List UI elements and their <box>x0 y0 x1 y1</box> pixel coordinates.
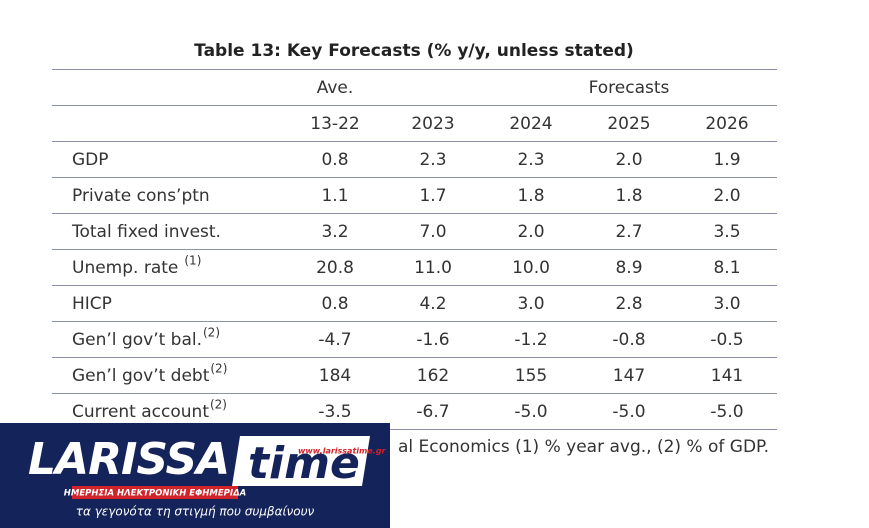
cell: 0.8 <box>321 294 348 314</box>
row-note: (2) <box>210 398 227 412</box>
logo-slogan: τα γεγονότα τη στιγμή που συμβαίνουν <box>76 505 315 519</box>
cell: 2.8 <box>615 294 642 314</box>
cell: 0.8 <box>321 150 348 170</box>
row-label: GDP <box>72 150 109 170</box>
cell: 2.3 <box>517 150 544 170</box>
cell: -5.0 <box>710 402 743 422</box>
cell: 20.8 <box>316 258 354 278</box>
row-label: Unemp. rate <box>72 258 178 278</box>
cell: 3.0 <box>713 294 740 314</box>
cell: 1.8 <box>615 186 642 206</box>
table: Ave. Forecasts 13-22 2023 2024 2025 2026 GDP 0.8… <box>52 69 777 430</box>
cell: 184 <box>319 366 351 386</box>
cell: 4.2 <box>419 294 446 314</box>
row-label: HICP <box>72 294 112 314</box>
cell: 3.2 <box>321 222 348 242</box>
logo-band <box>72 486 238 499</box>
logo-name2: time <box>248 438 360 489</box>
cell: 3.5 <box>713 222 740 242</box>
row-label: Total fixed invest. <box>71 222 221 242</box>
table-title: Table 13: Key Forecasts (% y/y, unless s… <box>194 41 634 61</box>
cell: 3.0 <box>517 294 544 314</box>
cell: -1.6 <box>416 330 449 350</box>
cell: 2.0 <box>615 150 642 170</box>
row-note: (1) <box>184 254 201 268</box>
row-label: Gen’l gov’t debt <box>72 366 210 386</box>
table-footer: al Economics (1) % year avg., (2) % of G… <box>398 437 769 457</box>
column-header: 2025 <box>607 114 650 134</box>
header-group: Forecasts <box>589 78 670 98</box>
column-header: 2023 <box>411 114 454 134</box>
logo-url: www.larissatime.gr <box>298 447 387 456</box>
cell: 141 <box>711 366 743 386</box>
row-label: Private cons’ptn <box>72 186 210 206</box>
cell: -5.0 <box>612 402 645 422</box>
column-header: 2024 <box>509 114 552 134</box>
cell: 1.8 <box>517 186 544 206</box>
row-label: Gen’l gov’t bal. <box>72 330 202 350</box>
cell: 1.7 <box>419 186 446 206</box>
cell: -4.7 <box>318 330 351 350</box>
cell: 8.9 <box>615 258 642 278</box>
cell: -3.5 <box>318 402 351 422</box>
cell: 2.0 <box>713 186 740 206</box>
cell: 8.1 <box>713 258 740 278</box>
cell: 1.1 <box>321 186 348 206</box>
cell: 155 <box>515 366 547 386</box>
cell: -5.0 <box>514 402 547 422</box>
column-header: 13-22 <box>310 114 359 134</box>
row-label: Current account <box>72 402 209 422</box>
cell: -6.7 <box>416 402 449 422</box>
cell: 2.7 <box>615 222 642 242</box>
logo: LARISSA time www.larissatime.gr ΗΜΕΡΗΣΙΑ… <box>0 423 390 528</box>
cell: 2.3 <box>419 150 446 170</box>
row-note: (2) <box>210 362 227 376</box>
cell: 7.0 <box>419 222 446 242</box>
row-note: (2) <box>203 326 220 340</box>
logo-name: LARISSA <box>28 434 229 485</box>
cell: 162 <box>417 366 449 386</box>
cell: -0.8 <box>612 330 645 350</box>
header-group: Ave. <box>317 78 354 98</box>
cell: 11.0 <box>414 258 452 278</box>
cell: -0.5 <box>710 330 743 350</box>
cell: 1.9 <box>713 150 740 170</box>
cell: 147 <box>613 366 645 386</box>
logo-tagline: ΗΜΕΡΗΣΙΑ ΗΛΕΚΤΡΟΝΙΚΗ ΕΦΗΜΕΡΙΔΑ <box>64 489 246 499</box>
cell: -1.2 <box>514 330 547 350</box>
cell: 10.0 <box>512 258 550 278</box>
logo-time-bg <box>232 436 370 486</box>
cell: 2.0 <box>517 222 544 242</box>
column-header: 2026 <box>705 114 748 134</box>
